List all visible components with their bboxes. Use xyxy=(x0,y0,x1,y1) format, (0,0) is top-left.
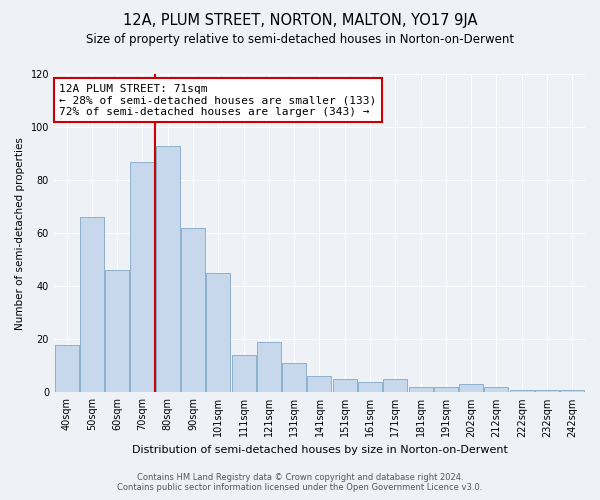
Text: 12A, PLUM STREET, NORTON, MALTON, YO17 9JA: 12A, PLUM STREET, NORTON, MALTON, YO17 9… xyxy=(123,12,477,28)
Text: 12A PLUM STREET: 71sqm
← 28% of semi-detached houses are smaller (133)
72% of se: 12A PLUM STREET: 71sqm ← 28% of semi-det… xyxy=(59,84,376,116)
Bar xyxy=(307,376,331,392)
X-axis label: Distribution of semi-detached houses by size in Norton-on-Derwent: Distribution of semi-detached houses by … xyxy=(131,445,508,455)
Bar xyxy=(105,270,129,392)
Bar xyxy=(434,387,458,392)
Bar xyxy=(257,342,281,392)
Bar xyxy=(130,162,154,392)
Bar xyxy=(535,390,559,392)
Bar xyxy=(333,379,357,392)
Bar xyxy=(510,390,534,392)
Bar xyxy=(358,382,382,392)
Bar xyxy=(459,384,483,392)
Y-axis label: Number of semi-detached properties: Number of semi-detached properties xyxy=(15,136,25,330)
Bar xyxy=(80,217,104,392)
Bar xyxy=(181,228,205,392)
Text: Contains HM Land Registry data © Crown copyright and database right 2024.
Contai: Contains HM Land Registry data © Crown c… xyxy=(118,473,482,492)
Bar xyxy=(55,344,79,393)
Bar xyxy=(484,387,508,392)
Bar xyxy=(232,355,256,393)
Bar xyxy=(282,363,306,392)
Bar xyxy=(206,273,230,392)
Bar xyxy=(383,379,407,392)
Text: Size of property relative to semi-detached houses in Norton-on-Derwent: Size of property relative to semi-detach… xyxy=(86,32,514,46)
Bar xyxy=(156,146,180,392)
Bar xyxy=(560,390,584,392)
Bar xyxy=(409,387,433,392)
